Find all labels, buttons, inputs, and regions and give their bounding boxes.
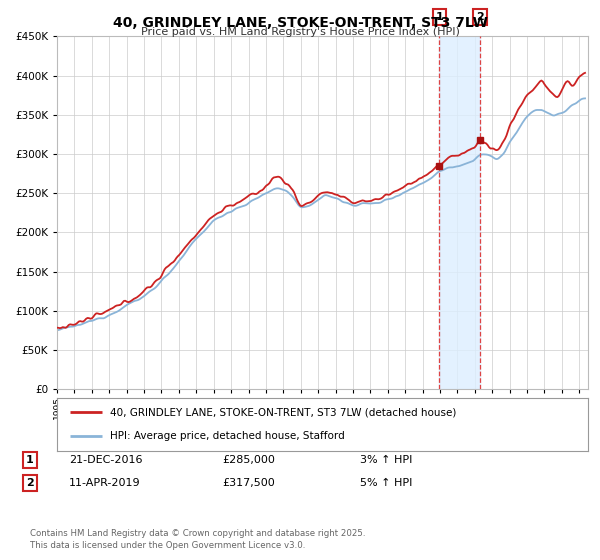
Text: 40, GRINDLEY LANE, STOKE-ON-TRENT, ST3 7LW: 40, GRINDLEY LANE, STOKE-ON-TRENT, ST3 7… — [113, 16, 487, 30]
Text: £317,500: £317,500 — [222, 478, 275, 488]
Text: £285,000: £285,000 — [222, 455, 275, 465]
Text: 1: 1 — [26, 455, 34, 465]
Text: 40, GRINDLEY LANE, STOKE-ON-TRENT, ST3 7LW (detached house): 40, GRINDLEY LANE, STOKE-ON-TRENT, ST3 7… — [110, 408, 457, 418]
Bar — [439, 36, 479, 389]
Text: Contains HM Land Registry data © Crown copyright and database right 2025.
This d: Contains HM Land Registry data © Crown c… — [30, 529, 365, 550]
Text: 2: 2 — [476, 12, 484, 22]
Text: 2: 2 — [26, 478, 34, 488]
Text: 5% ↑ HPI: 5% ↑ HPI — [360, 478, 412, 488]
Text: 21-DEC-2016: 21-DEC-2016 — [69, 455, 143, 465]
Text: 1: 1 — [436, 12, 443, 22]
Text: 3% ↑ HPI: 3% ↑ HPI — [360, 455, 412, 465]
Text: HPI: Average price, detached house, Stafford: HPI: Average price, detached house, Staf… — [110, 431, 345, 441]
Text: Price paid vs. HM Land Registry's House Price Index (HPI): Price paid vs. HM Land Registry's House … — [140, 27, 460, 37]
Text: 11-APR-2019: 11-APR-2019 — [69, 478, 140, 488]
